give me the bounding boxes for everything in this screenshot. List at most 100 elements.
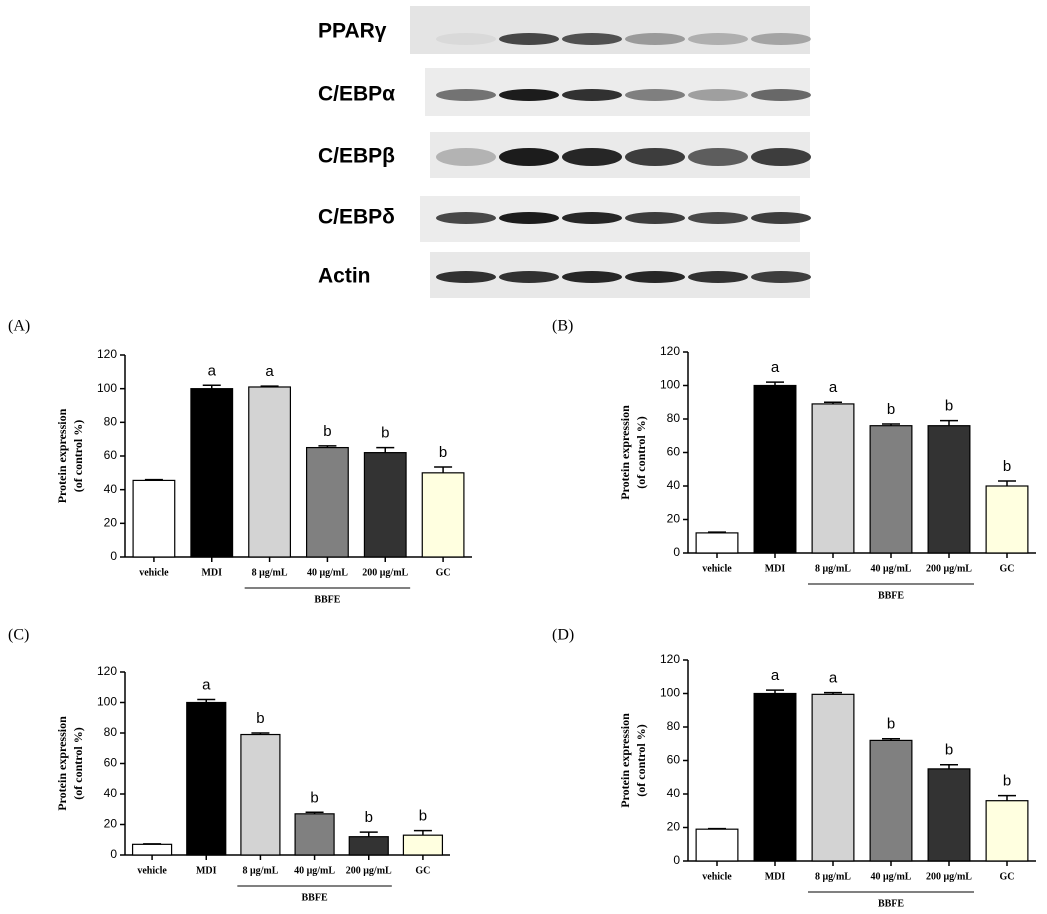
bar <box>695 532 739 554</box>
group-label: BBFE <box>878 898 904 909</box>
blot-band <box>499 212 559 224</box>
blot-label: Actin <box>318 265 371 288</box>
bar <box>811 693 855 862</box>
significance-letter: a <box>829 670 838 687</box>
blot-label: C/EBPβ <box>318 145 395 168</box>
blot-band <box>562 33 622 45</box>
significance-letter: b <box>323 423 331 440</box>
bar <box>131 843 173 856</box>
blot-band <box>751 89 811 101</box>
significance-letter: b <box>381 425 389 442</box>
y-axis-label: Protein expression <box>618 713 632 808</box>
significance-letter: a <box>265 363 274 380</box>
bar <box>190 388 234 558</box>
error-bar <box>824 401 842 404</box>
y-tick-label: 20 <box>104 516 118 530</box>
blot-band <box>562 212 622 224</box>
x-tick-label: MDI <box>196 865 217 876</box>
blot-band <box>436 33 496 45</box>
bar <box>363 452 407 558</box>
significance-letter: b <box>1003 773 1011 790</box>
y-axis-label: Protein expression <box>55 408 69 503</box>
blot-band <box>499 148 559 166</box>
significance-letter: b <box>310 789 318 806</box>
error-bar <box>260 385 279 387</box>
panel-label: (D) <box>552 627 574 644</box>
significance-letter: b <box>439 444 447 461</box>
significance-letter: b <box>887 401 895 418</box>
bar <box>753 692 797 862</box>
blot-band <box>436 148 496 166</box>
x-tick-label: 40 μg/mL <box>871 563 912 574</box>
y-tick-label: 120 <box>660 344 680 358</box>
blot-band <box>751 148 811 166</box>
error-bar <box>998 794 1016 801</box>
bar <box>240 733 281 856</box>
blot-band <box>625 212 685 224</box>
blot-band <box>562 89 622 101</box>
x-tick-label: GC <box>1000 563 1015 574</box>
y-tick-label: 100 <box>97 381 117 395</box>
error-bar <box>882 737 900 741</box>
blot-band <box>751 212 811 224</box>
bar <box>811 403 855 554</box>
y-tick-label: 60 <box>667 445 681 459</box>
error-bar <box>824 691 842 695</box>
x-tick-label: GC <box>415 865 430 876</box>
blot-band <box>499 271 559 283</box>
blot-band <box>625 89 685 101</box>
y-tick-label: 120 <box>97 664 117 678</box>
significance-letter: a <box>202 676 211 693</box>
bar <box>695 828 739 862</box>
blot-band <box>436 212 496 224</box>
significance-letter: b <box>945 398 953 415</box>
y-tick-label: 40 <box>667 786 681 800</box>
y-tick-label: 60 <box>667 753 681 767</box>
error-bar <box>708 827 726 830</box>
panel-label: (C) <box>8 627 29 644</box>
x-tick-label: vehicle <box>702 563 732 574</box>
y-tick-label: 40 <box>104 786 118 800</box>
error-bar <box>434 466 453 473</box>
bar <box>985 800 1029 862</box>
panel-label: (A) <box>8 318 30 335</box>
y-tick-label: 80 <box>104 725 118 739</box>
group-label: BBFE <box>302 892 328 903</box>
error-bar <box>251 732 270 735</box>
blot-label: C/EBPα <box>318 83 395 106</box>
blot-band <box>625 33 685 45</box>
x-tick-label: 200 μg/mL <box>926 563 972 574</box>
blot-label: C/EBPδ <box>318 206 395 229</box>
significance-letter: a <box>208 362 217 379</box>
y-tick-label: 0 <box>673 545 680 559</box>
significance-letter: b <box>945 742 953 759</box>
blot-band <box>562 271 622 283</box>
bar <box>248 386 292 558</box>
error-bar <box>708 531 726 533</box>
x-tick-label: MDI <box>201 567 222 578</box>
y-tick-label: 80 <box>667 719 681 733</box>
error-bar <box>940 419 958 426</box>
blot-band <box>688 148 748 166</box>
blot-band <box>499 89 559 101</box>
blot-band <box>751 271 811 283</box>
y-tick-label: 40 <box>667 478 681 492</box>
significance-letter: b <box>256 710 264 727</box>
blot-band <box>436 89 496 101</box>
bar <box>869 425 913 554</box>
significance-letter: a <box>771 359 780 376</box>
group-label: BBFE <box>878 590 904 601</box>
x-tick-label: 200 μg/mL <box>346 865 392 876</box>
bar <box>421 472 465 558</box>
error-bar <box>413 829 432 836</box>
bar <box>305 446 349 558</box>
y-tick-label: 40 <box>104 482 118 496</box>
blot-band <box>625 148 685 166</box>
bar <box>132 479 176 558</box>
error-bar <box>882 423 900 426</box>
x-tick-label: 8 μg/mL <box>242 865 278 876</box>
y-tick-label: 100 <box>660 686 680 700</box>
significance-letter: b <box>365 809 373 826</box>
y-axis-label: Protein expression <box>618 405 632 500</box>
y-tick-label: 20 <box>104 817 118 831</box>
